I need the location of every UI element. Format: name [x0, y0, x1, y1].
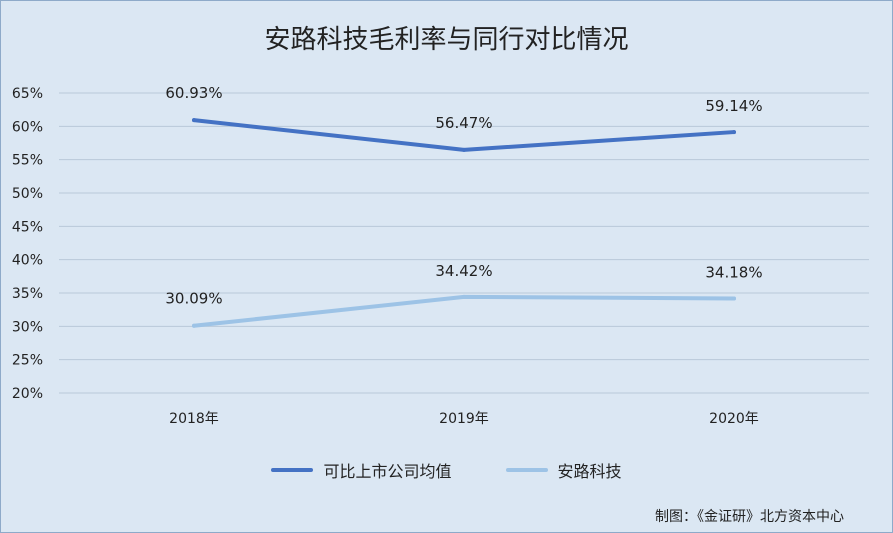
data-label: 34.18%	[705, 263, 762, 281]
y-tick-label: 20%	[12, 386, 43, 402]
data-label: 56.47%	[435, 114, 492, 132]
y-tick-label: 45%	[12, 219, 43, 235]
series-line-1	[192, 294, 736, 328]
data-label: 59.14%	[705, 97, 762, 115]
data-point	[192, 118, 196, 123]
y-tick-label: 55%	[12, 153, 43, 169]
legend-label-peer-average: 可比上市公司均值	[323, 462, 452, 481]
y-tick-label: 40%	[12, 253, 43, 269]
y-axis: 65% 60% 55% 50% 45% 40% 35% 30% 25% 20%	[12, 86, 43, 402]
data-point	[732, 130, 736, 135]
gridlines	[59, 92, 869, 394]
y-tick-label: 30%	[12, 319, 43, 335]
legend-swatch-anlu	[505, 468, 548, 472]
y-tick-label: 25%	[12, 353, 43, 369]
chart-title: 安路科技毛利率与同行对比情况	[264, 25, 629, 55]
x-tick-label: 2020年	[709, 411, 759, 427]
y-tick-label: 60%	[12, 119, 43, 135]
x-tick-label: 2018年	[169, 411, 219, 427]
source-note: 制图：《金证研》北方资本中心	[655, 509, 844, 525]
legend-item-peer-average: 可比上市公司均值	[271, 458, 452, 482]
legend-label-anlu: 安路科技	[557, 462, 622, 481]
data-label: 60.93%	[165, 84, 222, 102]
data-label: 30.09%	[165, 290, 222, 308]
data-point	[732, 296, 736, 301]
data-label: 34.42%	[435, 262, 492, 280]
data-point	[192, 323, 196, 328]
data-labels: 60.93% 56.47% 59.14% 30.09% 34.42% 34.18%	[165, 84, 762, 308]
series-lines	[192, 118, 736, 328]
y-tick-label: 50%	[12, 186, 43, 202]
legend-item-anlu: 安路科技	[505, 458, 622, 482]
legend: 可比上市公司均值 安路科技	[1, 458, 892, 482]
y-tick-label: 35%	[12, 286, 43, 302]
data-point	[462, 294, 466, 299]
y-tick-label: 65%	[12, 86, 43, 102]
x-axis: 2018年 2019年 2020年	[169, 411, 759, 427]
legend-swatch-peer-average	[271, 468, 314, 472]
data-point	[462, 147, 466, 152]
x-tick-label: 2019年	[439, 411, 489, 427]
